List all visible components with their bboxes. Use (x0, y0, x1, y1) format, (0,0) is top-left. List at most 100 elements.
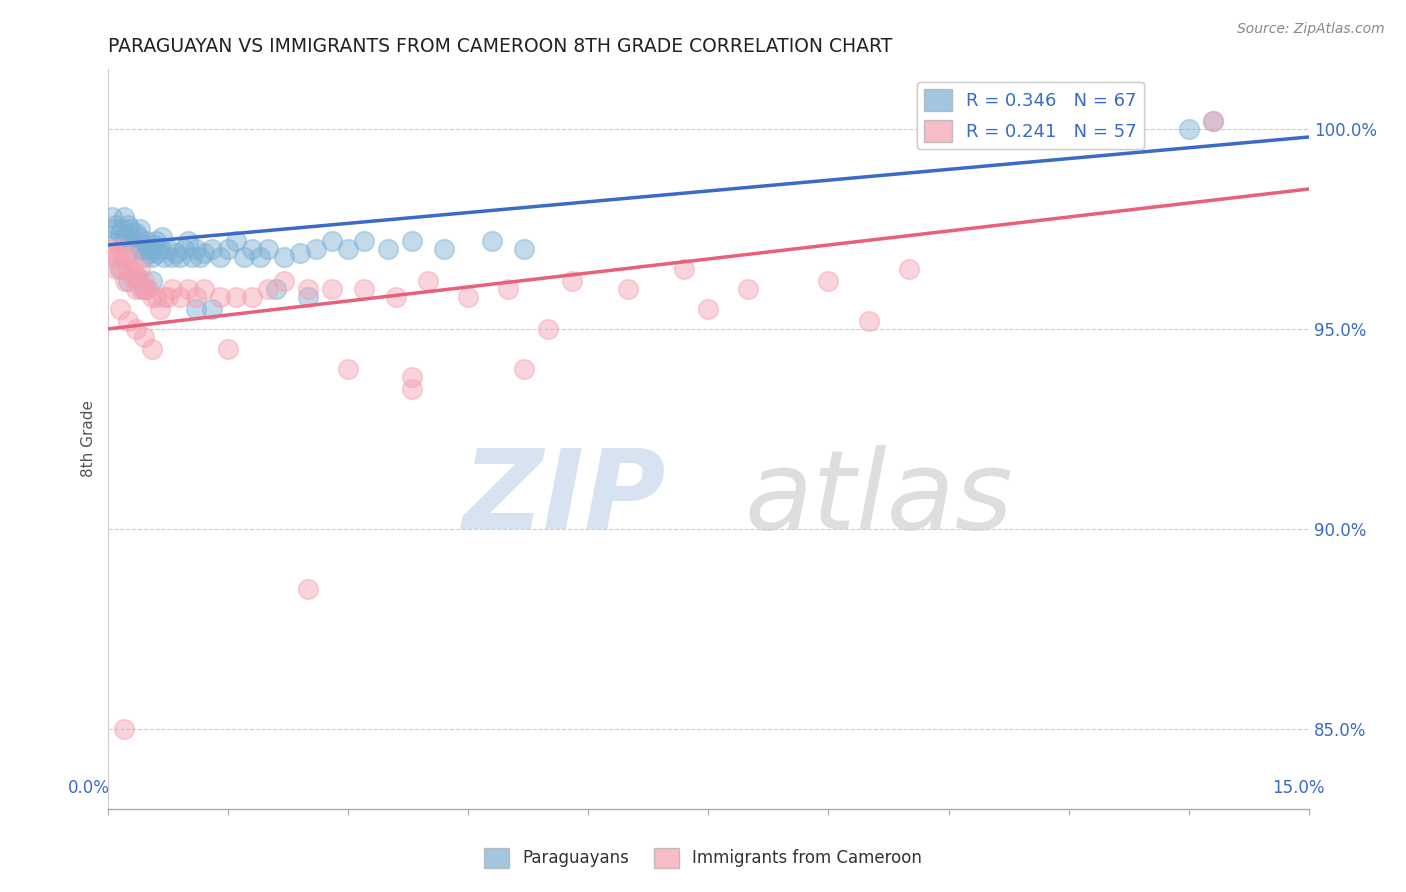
Text: ZIP: ZIP (463, 445, 666, 551)
Point (561, 274, 583, 288)
Point (184, 301, 207, 316)
Point (143, 238, 166, 252)
Point (141, 342, 163, 356)
Point (273, 274, 295, 288)
Point (104, 218, 127, 232)
Point (121, 270, 143, 285)
Point (112, 722, 135, 736)
Point (1178, 122, 1201, 136)
Point (141, 290, 163, 304)
Point (184, 290, 207, 304)
Point (401, 370, 423, 384)
Point (152, 290, 174, 304)
Point (208, 290, 231, 304)
Point (297, 582, 319, 596)
Point (1202, 114, 1225, 128)
Point (481, 234, 503, 248)
Point (496, 282, 519, 296)
Point (105, 250, 128, 264)
Point (176, 282, 198, 296)
Point (121, 234, 143, 248)
Text: PARAGUAYAN VS IMMIGRANTS FROM CAMEROON 8TH GRADE CORRELATION CHART: PARAGUAYAN VS IMMIGRANTS FROM CAMEROON 8… (108, 37, 891, 56)
Point (111, 222, 134, 236)
Point (401, 234, 423, 248)
Point (256, 242, 278, 256)
Point (103, 250, 125, 264)
Point (124, 282, 146, 296)
Point (118, 222, 141, 236)
Point (321, 282, 343, 296)
Point (673, 262, 696, 277)
Point (176, 234, 198, 248)
Point (103, 222, 125, 236)
Point (513, 362, 536, 376)
Point (127, 270, 149, 285)
Point (108, 301, 131, 316)
Point (697, 301, 720, 316)
Point (180, 250, 202, 264)
Point (193, 246, 215, 260)
Point (114, 274, 136, 288)
Point (240, 242, 263, 256)
Point (401, 382, 423, 396)
Point (353, 234, 375, 248)
Point (132, 274, 155, 288)
Point (201, 242, 224, 256)
Point (149, 242, 172, 256)
Point (111, 262, 134, 277)
Point (128, 222, 150, 236)
Point (249, 250, 271, 264)
Point (264, 282, 287, 296)
Point (169, 290, 191, 304)
Point (617, 282, 640, 296)
Legend: Paraguayans, Immigrants from Cameroon: Paraguayans, Immigrants from Cameroon (477, 841, 929, 875)
Point (129, 282, 152, 296)
Point (336, 242, 359, 256)
Point (288, 246, 311, 260)
Point (225, 290, 247, 304)
Point (232, 250, 254, 264)
Point (1202, 114, 1225, 128)
Point (145, 290, 167, 304)
Point (145, 234, 167, 248)
Point (114, 230, 136, 244)
Point (112, 250, 135, 264)
Point (117, 218, 139, 232)
Point (858, 314, 880, 328)
Point (297, 290, 319, 304)
Point (132, 330, 155, 344)
Point (112, 210, 135, 224)
Point (217, 342, 239, 356)
Point (156, 242, 179, 256)
Point (100, 210, 122, 224)
Point (513, 242, 536, 256)
Point (117, 314, 139, 328)
Point (173, 242, 195, 256)
Point (136, 282, 159, 296)
Point (124, 270, 146, 285)
Point (225, 234, 247, 248)
Point (146, 246, 169, 260)
Point (127, 230, 149, 244)
Point (108, 226, 131, 240)
Point (135, 282, 157, 296)
Point (256, 282, 278, 296)
Point (117, 262, 139, 277)
Point (188, 250, 211, 264)
Point (201, 301, 224, 316)
Point (297, 282, 319, 296)
Point (132, 282, 155, 296)
Text: 15.0%: 15.0% (1272, 779, 1324, 797)
Point (108, 262, 131, 277)
Point (122, 242, 145, 256)
Point (457, 290, 479, 304)
Point (385, 290, 408, 304)
Point (135, 234, 157, 248)
Point (156, 290, 179, 304)
Point (377, 242, 399, 256)
Point (169, 250, 191, 264)
Point (537, 322, 560, 336)
Y-axis label: 8th Grade: 8th Grade (82, 401, 97, 477)
Point (117, 274, 139, 288)
Point (141, 250, 163, 264)
